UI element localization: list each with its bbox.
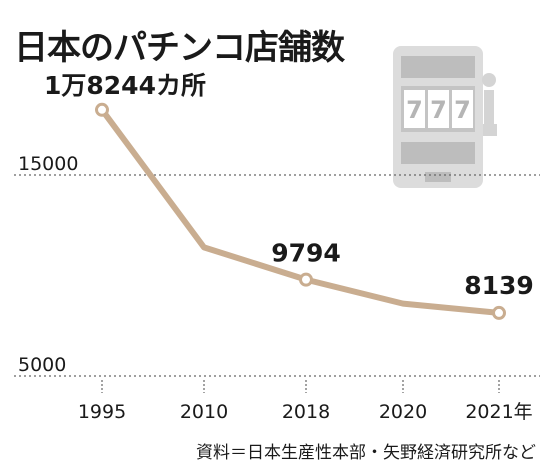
x-tick-label: 1995: [78, 401, 126, 423]
data-point: [299, 272, 313, 287]
chart-title: 日本のパチンコ店舗数: [14, 28, 345, 68]
x-tick-label: 2018: [282, 401, 330, 423]
data-label: 9794: [271, 239, 341, 268]
data-label: 8139: [464, 271, 534, 300]
reel-digit: 7: [406, 96, 423, 124]
slot-machine-icon: 7 7 7: [393, 46, 497, 188]
x-tick-label: 2021年: [465, 401, 532, 423]
y-tick-label: 5000: [18, 354, 66, 376]
y-tick-label: 15000: [18, 153, 78, 175]
reel-digit: 7: [454, 96, 471, 124]
x-tick-label: 2010: [180, 401, 228, 423]
data-point: [492, 305, 506, 320]
data-point: [95, 102, 109, 117]
source-note: 資料＝日本生産性本部・矢野経済研究所など: [196, 443, 536, 463]
reel-digit: 7: [430, 96, 447, 124]
data-label: 1万8244カ所: [44, 71, 206, 100]
x-tick-label: 2020: [379, 401, 427, 423]
